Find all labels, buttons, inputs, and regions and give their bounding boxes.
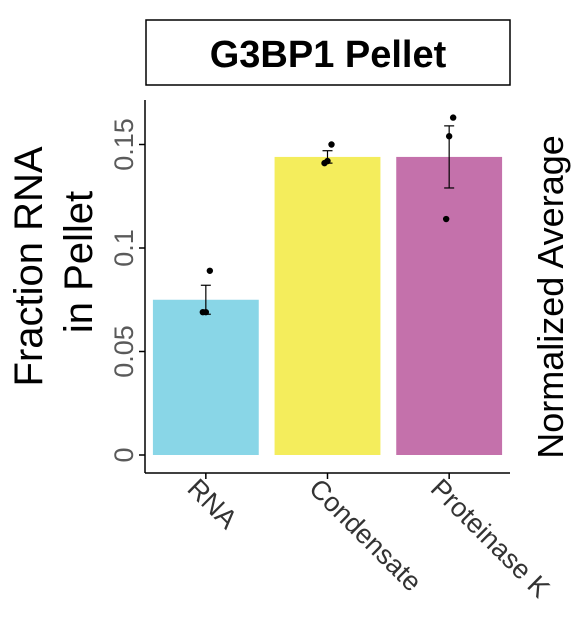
y-axis-title: Fraction RNA in Pellet [7, 138, 101, 387]
right-axis-label: Normalized Average [530, 135, 571, 459]
data-point [324, 157, 331, 165]
data-point [202, 308, 210, 316]
y-tick-label: 0.05 [109, 325, 139, 378]
y-tick-label: 0.15 [109, 118, 139, 171]
x-tick-label: Proteinase K [425, 473, 556, 604]
bar-rna [152, 299, 259, 455]
title-box: G3BP1 Pellet [145, 19, 511, 86]
y-ticks: 0 0.05 0.1 0.15 [109, 118, 145, 463]
data-point [445, 133, 453, 140]
data-points [199, 114, 457, 316]
y-axis-title-text: Fraction RNA in Pellet [7, 138, 101, 387]
bar-proteinase-k [396, 156, 503, 456]
y-tick-label: 0.1 [109, 229, 139, 267]
chart-title: G3BP1 Pellet [210, 34, 447, 76]
y-axis-title-line-2: in Pellet [57, 191, 101, 333]
bar-condensate [274, 156, 381, 456]
title-frame [145, 19, 511, 86]
x-tick-label: Condensate [303, 473, 427, 597]
y-tick-label: 0 [109, 447, 139, 462]
data-point [449, 114, 457, 121]
data-point [442, 215, 450, 223]
data-point [328, 141, 335, 148]
y-axis-title-line-1: Fraction RNA [7, 146, 51, 386]
x-tick-label: RNA [182, 473, 244, 535]
bars [152, 156, 503, 456]
data-point [206, 267, 214, 274]
